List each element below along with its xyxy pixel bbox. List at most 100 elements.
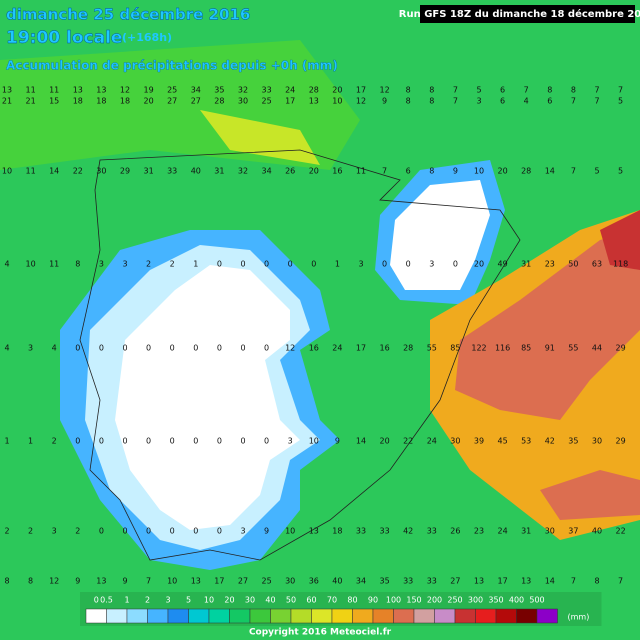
grid-value: 9 bbox=[453, 167, 458, 176]
rain-zone bbox=[200, 110, 320, 165]
legend-label: 90 bbox=[368, 596, 378, 605]
grid-value: 32 bbox=[238, 86, 248, 95]
grid-value: 2 bbox=[4, 527, 9, 536]
grid-value: 7 bbox=[618, 577, 623, 586]
grid-value: 30 bbox=[450, 437, 460, 446]
grid-value: 30 bbox=[592, 437, 602, 446]
legend-swatch bbox=[393, 608, 415, 624]
grid-value: 20 bbox=[309, 167, 319, 176]
grid-value: 49 bbox=[498, 260, 508, 269]
grid-value: 9 bbox=[335, 437, 340, 446]
grid-value: 29 bbox=[616, 344, 626, 353]
grid-value: 30 bbox=[285, 577, 295, 586]
legend-swatch bbox=[516, 608, 538, 624]
wet-zone bbox=[455, 230, 640, 420]
grid-value: 11 bbox=[356, 167, 366, 176]
grid-value: 0 bbox=[75, 437, 80, 446]
grid-value: 35 bbox=[568, 437, 578, 446]
grid-value: 24 bbox=[427, 437, 437, 446]
grid-value: 27 bbox=[238, 577, 248, 586]
grid-value: 0 bbox=[170, 344, 175, 353]
legend-swatch bbox=[229, 608, 251, 624]
legend-swatch bbox=[475, 608, 497, 624]
grid-value: 40 bbox=[332, 577, 342, 586]
grid-value: 15 bbox=[49, 97, 59, 106]
grid-value: 23 bbox=[545, 260, 555, 269]
grid-value: 35 bbox=[214, 86, 224, 95]
grid-value: 13 bbox=[2, 86, 12, 95]
legend-swatch bbox=[147, 608, 169, 624]
grid-value: 0 bbox=[217, 260, 222, 269]
legend-label: 70 bbox=[327, 596, 337, 605]
grid-value: 7 bbox=[571, 167, 576, 176]
legend-swatch bbox=[249, 608, 271, 624]
legend-label: 60 bbox=[306, 596, 316, 605]
grid-value: 30 bbox=[238, 97, 248, 106]
grid-value: 7 bbox=[618, 86, 623, 95]
legend-label: 40 bbox=[265, 596, 275, 605]
grid-value: 31 bbox=[521, 260, 531, 269]
grid-value: 18 bbox=[73, 97, 83, 106]
dry-zone bbox=[390, 180, 490, 290]
grid-value: 0 bbox=[122, 527, 127, 536]
grid-value: 0 bbox=[288, 260, 293, 269]
grid-value: 29 bbox=[616, 437, 626, 446]
grid-value: 6 bbox=[547, 97, 552, 106]
grid-value: 5 bbox=[594, 167, 599, 176]
grid-value: 34 bbox=[191, 86, 201, 95]
grid-value: 0 bbox=[122, 437, 127, 446]
grid-value: 13 bbox=[309, 97, 319, 106]
grid-value: 28 bbox=[521, 167, 531, 176]
grid-value: 13 bbox=[96, 577, 106, 586]
grid-value: 8 bbox=[429, 97, 434, 106]
grid-value: 14 bbox=[545, 577, 555, 586]
legend-swatch bbox=[372, 608, 394, 624]
grid-value: 18 bbox=[332, 527, 342, 536]
grid-value: 7 bbox=[453, 86, 458, 95]
legend-label: 1 bbox=[124, 596, 129, 605]
grid-value: 28 bbox=[403, 344, 413, 353]
grid-value: 33 bbox=[356, 527, 366, 536]
grid-value: 7 bbox=[524, 86, 529, 95]
grid-value: 33 bbox=[427, 577, 437, 586]
grid-value: 11 bbox=[26, 167, 36, 176]
grid-value: 36 bbox=[309, 577, 319, 586]
legend-label: 80 bbox=[347, 596, 357, 605]
legend-swatch bbox=[536, 608, 558, 624]
grid-value: 3 bbox=[122, 260, 127, 269]
grid-value: 40 bbox=[191, 167, 201, 176]
grid-value: 8 bbox=[429, 167, 434, 176]
legend-swatch bbox=[126, 608, 148, 624]
legend-label: 250 bbox=[447, 596, 462, 605]
grid-value: 10 bbox=[167, 577, 177, 586]
grid-value: 3 bbox=[28, 344, 33, 353]
grid-value: 14 bbox=[545, 167, 555, 176]
grid-value: 27 bbox=[450, 577, 460, 586]
grid-value: 0 bbox=[240, 344, 245, 353]
grid-value: 8 bbox=[594, 577, 599, 586]
grid-value: 44 bbox=[592, 344, 602, 353]
grid-value: 3 bbox=[99, 260, 104, 269]
wet-zone bbox=[540, 470, 640, 520]
grid-value: 0 bbox=[193, 437, 198, 446]
legend-swatch bbox=[331, 608, 353, 624]
grid-value: 2 bbox=[170, 260, 175, 269]
grid-value: 7 bbox=[382, 167, 387, 176]
grid-value: 26 bbox=[450, 527, 460, 536]
grid-value: 3 bbox=[288, 437, 293, 446]
grid-value: 2 bbox=[52, 437, 57, 446]
subtitle: Accumulation de précipitations depuis +0… bbox=[6, 59, 338, 73]
grid-value: 31 bbox=[144, 167, 154, 176]
lead-time: (+168h) bbox=[122, 31, 172, 44]
grid-value: 55 bbox=[568, 344, 578, 353]
grid-value: 22 bbox=[616, 527, 626, 536]
grid-value: 11 bbox=[26, 86, 36, 95]
legend-label: 2 bbox=[145, 596, 150, 605]
grid-value: 8 bbox=[571, 86, 576, 95]
grid-value: 2 bbox=[28, 527, 33, 536]
grid-value: 16 bbox=[332, 167, 342, 176]
grid-value: 39 bbox=[474, 437, 484, 446]
grid-value: 0 bbox=[170, 527, 175, 536]
